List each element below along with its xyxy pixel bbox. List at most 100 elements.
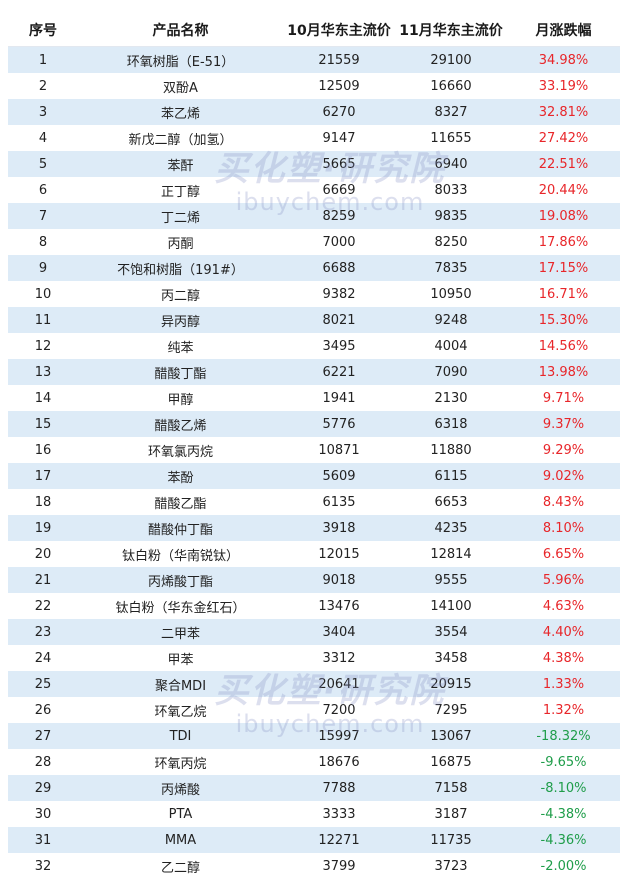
cell-oct-price: 5665 — [283, 151, 395, 177]
cell-monthly-change: 17.86% — [507, 229, 620, 255]
cell-index: 27 — [8, 723, 78, 749]
cell-monthly-change: -4.36% — [507, 827, 620, 853]
cell-nov-price: 3187 — [395, 801, 507, 827]
cell-index: 10 — [8, 281, 78, 307]
cell-index: 6 — [8, 177, 78, 203]
cell-nov-price: 7158 — [395, 775, 507, 801]
cell-index: 14 — [8, 385, 78, 411]
cell-nov-price: 7090 — [395, 359, 507, 385]
cell-product-name: 不饱和树脂（191#） — [78, 255, 283, 281]
cell-index: 20 — [8, 541, 78, 567]
cell-product-name: 环氧丙烷 — [78, 749, 283, 775]
cell-nov-price: 6115 — [395, 463, 507, 489]
cell-product-name: 醋酸仲丁酯 — [78, 515, 283, 541]
cell-index: 17 — [8, 463, 78, 489]
table-row: 1 环氧树脂（E-51） 21559 29100 34.98% — [8, 46, 620, 73]
cell-nov-price: 8327 — [395, 99, 507, 125]
cell-nov-price: 3458 — [395, 645, 507, 671]
cell-oct-price: 3333 — [283, 801, 395, 827]
cell-product-name: 丙烯酸丁酯 — [78, 567, 283, 593]
cell-product-name: MMA — [78, 827, 283, 853]
table-row: 7 丁二烯 8259 9835 19.08% — [8, 203, 620, 229]
cell-oct-price: 3918 — [283, 515, 395, 541]
table-row: 21 丙烯酸丁酯 9018 9555 5.96% — [8, 567, 620, 593]
cell-product-name: 丁二烯 — [78, 203, 283, 229]
cell-index: 25 — [8, 671, 78, 697]
cell-oct-price: 3799 — [283, 853, 395, 879]
cell-nov-price: 20915 — [395, 671, 507, 697]
cell-index: 24 — [8, 645, 78, 671]
cell-nov-price: 4235 — [395, 515, 507, 541]
cell-nov-price: 6653 — [395, 489, 507, 515]
table-row: 22 钛白粉（华东金红石） 13476 14100 4.63% — [8, 593, 620, 619]
cell-nov-price: 6940 — [395, 151, 507, 177]
table-row: 11 异丙醇 8021 9248 15.30% — [8, 307, 620, 333]
cell-monthly-change: 34.98% — [507, 46, 620, 73]
cell-oct-price: 20641 — [283, 671, 395, 697]
cell-product-name: 异丙醇 — [78, 307, 283, 333]
cell-oct-price: 1941 — [283, 385, 395, 411]
header-index: 序号 — [8, 14, 78, 47]
table-row: 18 醋酸乙酯 6135 6653 8.43% — [8, 489, 620, 515]
cell-product-name: 环氧树脂（E-51） — [78, 46, 283, 73]
cell-index: 2 — [8, 73, 78, 99]
cell-monthly-change: 4.40% — [507, 619, 620, 645]
header-oct-price: 10月华东主流价 — [283, 14, 395, 47]
cell-product-name: 醋酸乙酯 — [78, 489, 283, 515]
cell-monthly-change: 33.19% — [507, 73, 620, 99]
cell-monthly-change: -18.32% — [507, 723, 620, 749]
cell-monthly-change: 14.56% — [507, 333, 620, 359]
cell-oct-price: 5776 — [283, 411, 395, 437]
cell-oct-price: 9382 — [283, 281, 395, 307]
table-row: 25 聚合MDI 20641 20915 1.33% — [8, 671, 620, 697]
cell-nov-price: 7295 — [395, 697, 507, 723]
cell-monthly-change: 6.65% — [507, 541, 620, 567]
cell-oct-price: 6270 — [283, 99, 395, 125]
cell-oct-price: 3312 — [283, 645, 395, 671]
cell-oct-price: 6669 — [283, 177, 395, 203]
cell-product-name: 苯酐 — [78, 151, 283, 177]
cell-index: 3 — [8, 99, 78, 125]
cell-monthly-change: 5.96% — [507, 567, 620, 593]
cell-nov-price: 9555 — [395, 567, 507, 593]
cell-oct-price: 7000 — [283, 229, 395, 255]
cell-monthly-change: 8.43% — [507, 489, 620, 515]
cell-oct-price: 6221 — [283, 359, 395, 385]
cell-nov-price: 7835 — [395, 255, 507, 281]
cell-nov-price: 4004 — [395, 333, 507, 359]
cell-index: 13 — [8, 359, 78, 385]
cell-product-name: 苯乙烯 — [78, 99, 283, 125]
cell-oct-price: 8021 — [283, 307, 395, 333]
cell-monthly-change: 8.10% — [507, 515, 620, 541]
cell-product-name: 钛白粉（华南锐钛） — [78, 541, 283, 567]
cell-product-name: TDI — [78, 723, 283, 749]
cell-nov-price: 6318 — [395, 411, 507, 437]
table-row: 27 TDI 15997 13067 -18.32% — [8, 723, 620, 749]
cell-monthly-change: 1.32% — [507, 697, 620, 723]
cell-index: 29 — [8, 775, 78, 801]
cell-index: 31 — [8, 827, 78, 853]
cell-oct-price: 3495 — [283, 333, 395, 359]
cell-product-name: 甲苯 — [78, 645, 283, 671]
cell-index: 30 — [8, 801, 78, 827]
table-row: 30 PTA 3333 3187 -4.38% — [8, 801, 620, 827]
table-row: 23 二甲苯 3404 3554 4.40% — [8, 619, 620, 645]
cell-product-name: 甲醇 — [78, 385, 283, 411]
cell-oct-price: 7200 — [283, 697, 395, 723]
cell-nov-price: 3723 — [395, 853, 507, 879]
cell-oct-price: 13476 — [283, 593, 395, 619]
cell-monthly-change: 17.15% — [507, 255, 620, 281]
cell-monthly-change: 1.33% — [507, 671, 620, 697]
table-row: 2 双酚A 12509 16660 33.19% — [8, 73, 620, 99]
cell-monthly-change: 20.44% — [507, 177, 620, 203]
cell-product-name: PTA — [78, 801, 283, 827]
cell-oct-price: 12271 — [283, 827, 395, 853]
cell-oct-price: 5609 — [283, 463, 395, 489]
cell-oct-price: 10871 — [283, 437, 395, 463]
table-row: 9 不饱和树脂（191#） 6688 7835 17.15% — [8, 255, 620, 281]
table-row: 13 醋酸丁酯 6221 7090 13.98% — [8, 359, 620, 385]
cell-monthly-change: 16.71% — [507, 281, 620, 307]
table-row: 32 乙二醇 3799 3723 -2.00% — [8, 853, 620, 879]
table-row: 4 新戊二醇（加氢） 9147 11655 27.42% — [8, 125, 620, 151]
cell-product-name: 新戊二醇（加氢） — [78, 125, 283, 151]
